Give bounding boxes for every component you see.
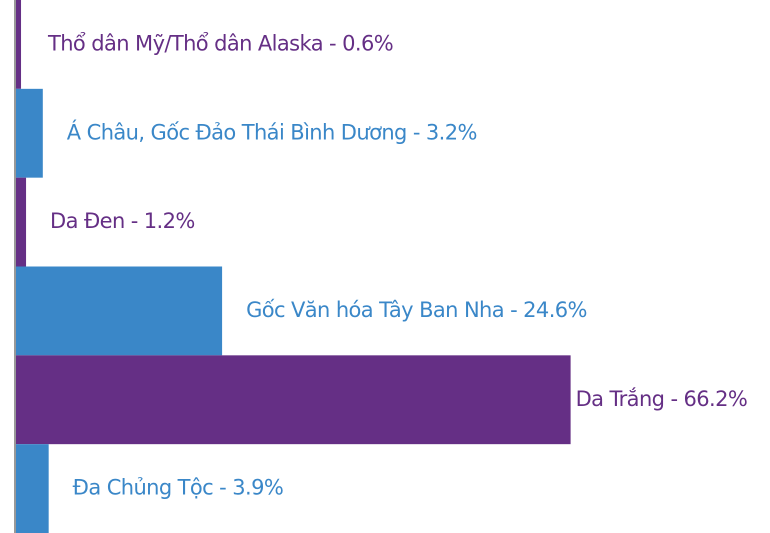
bar-label: Da Trắng - 66.2% xyxy=(576,387,748,411)
bar-label: Đa Chủng Tộc - 3.9% xyxy=(73,476,284,500)
bar xyxy=(16,266,223,356)
bar xyxy=(16,0,22,89)
bar-label: Á Châu, Gốc Đảo Thái Bình Dương - 3.2% xyxy=(67,119,477,144)
bar xyxy=(16,177,27,267)
bar xyxy=(16,444,49,533)
bar-label: Da Đen - 1.2% xyxy=(50,209,195,233)
bar xyxy=(16,88,43,178)
bar-label: Gốc Văn hóa Tây Ban Nha - 24.6% xyxy=(246,298,587,322)
bar-label: Thổ dân Mỹ/Thổ dân Alaska - 0.6% xyxy=(47,31,393,55)
bar xyxy=(16,355,571,445)
